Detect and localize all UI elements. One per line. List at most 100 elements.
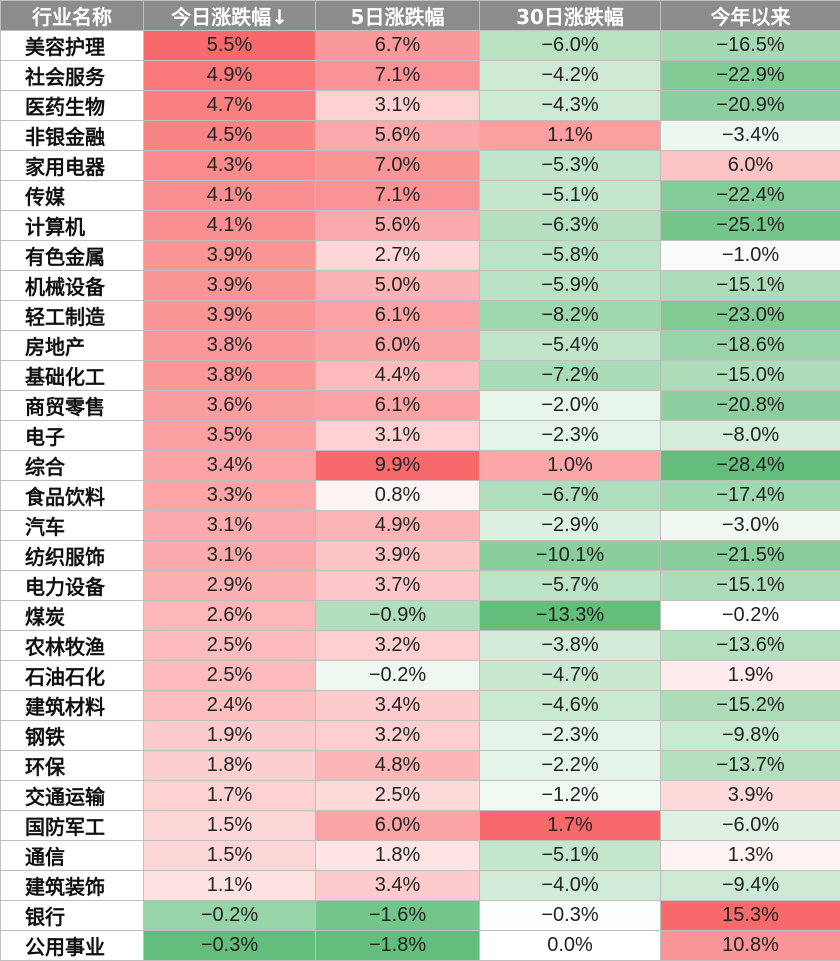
5day-change-cell: 4.8% [316,751,480,781]
5day-change-cell: 3.4% [316,871,480,901]
ytd-change-cell: −3.4% [661,121,840,151]
industry-name-cell: 传媒 [1,181,144,211]
5day-change-cell: 3.2% [316,631,480,661]
today-change-cell: 3.5% [144,421,316,451]
today-change-cell: 3.6% [144,391,316,421]
5day-change-cell: 6.0% [316,811,480,841]
today-change-cell: 1.5% [144,841,316,871]
today-change-cell: 3.8% [144,361,316,391]
30day-change-cell: −13.3% [480,601,661,631]
industry-name-cell: 汽车 [1,511,144,541]
5day-change-cell: −1.8% [316,931,480,961]
ytd-change-cell: −22.9% [661,61,840,91]
30day-change-cell: −4.3% [480,91,661,121]
ytd-change-cell: −21.5% [661,541,840,571]
today-change-cell: 3.9% [144,271,316,301]
ytd-change-cell: −9.8% [661,721,840,751]
5day-change-cell: 6.0% [316,331,480,361]
today-change-cell: 2.5% [144,631,316,661]
today-change-cell: 4.9% [144,61,316,91]
ytd-change-cell: 6.0% [661,151,840,181]
30day-change-cell: −6.3% [480,211,661,241]
ytd-change-cell: −0.2% [661,601,840,631]
ytd-change-cell: 1.3% [661,841,840,871]
5day-change-cell: 3.4% [316,691,480,721]
industry-name-cell: 家用电器 [1,151,144,181]
ytd-change-cell: −25.1% [661,211,840,241]
ytd-change-cell: −17.4% [661,481,840,511]
5day-change-cell: 5.6% [316,211,480,241]
table-row: 银行−0.2%−1.6%−0.3%15.3% [1,901,840,931]
ytd-change-cell: −6.0% [661,811,840,841]
today-change-cell: 2.4% [144,691,316,721]
30day-change-cell: −5.1% [480,181,661,211]
30day-change-cell: −2.3% [480,721,661,751]
today-change-cell: 1.9% [144,721,316,751]
column-header-30day-change: 30日涨跌幅 [480,1,661,31]
table-row: 公用事业−0.3%−1.8%0.0%10.8% [1,931,840,961]
30day-change-cell: −6.0% [480,31,661,61]
industry-name-cell: 轻工制造 [1,301,144,331]
column-header-5day-change: 5日涨跌幅 [316,1,480,31]
today-change-cell: 1.5% [144,811,316,841]
ytd-change-cell: −15.1% [661,271,840,301]
industry-name-cell: 纺织服饰 [1,541,144,571]
today-change-cell: 4.3% [144,151,316,181]
5day-change-cell: 5.0% [316,271,480,301]
30day-change-cell: −2.3% [480,421,661,451]
industry-name-cell: 钢铁 [1,721,144,751]
header-row: 行业名称 今日涨跌幅↓ 5日涨跌幅 30日涨跌幅 今年以来 [1,1,840,31]
today-change-cell: 1.1% [144,871,316,901]
30day-change-cell: −4.0% [480,871,661,901]
today-change-cell: 2.9% [144,571,316,601]
industry-name-cell: 建筑材料 [1,691,144,721]
5day-change-cell: 6.1% [316,301,480,331]
30day-change-cell: −4.6% [480,691,661,721]
5day-change-cell: 1.8% [316,841,480,871]
30day-change-cell: −3.8% [480,631,661,661]
ytd-change-cell: −22.4% [661,181,840,211]
5day-change-cell: 3.1% [316,421,480,451]
5day-change-cell: 9.9% [316,451,480,481]
ytd-change-cell: −20.9% [661,91,840,121]
ytd-change-cell: −18.6% [661,331,840,361]
ytd-change-cell: −28.4% [661,451,840,481]
ytd-change-cell: −13.6% [661,631,840,661]
industry-name-cell: 计算机 [1,211,144,241]
industry-name-cell: 国防军工 [1,811,144,841]
30day-change-cell: −1.2% [480,781,661,811]
5day-change-cell: 2.5% [316,781,480,811]
industry-name-cell: 基础化工 [1,361,144,391]
30day-change-cell: −5.4% [480,331,661,361]
30day-change-cell: −5.8% [480,241,661,271]
industry-name-cell: 建筑装饰 [1,871,144,901]
industry-name-cell: 食品饮料 [1,481,144,511]
30day-change-cell: −4.2% [480,61,661,91]
today-change-cell: 1.8% [144,751,316,781]
column-header-ytd-change: 今年以来 [661,1,840,31]
5day-change-cell: 7.0% [316,151,480,181]
ytd-change-cell: −20.8% [661,391,840,421]
ytd-change-cell: −15.0% [661,361,840,391]
industry-name-cell: 银行 [1,901,144,931]
5day-change-cell: −0.9% [316,601,480,631]
5day-change-cell: 6.7% [316,31,480,61]
ytd-change-cell: 15.3% [661,901,840,931]
